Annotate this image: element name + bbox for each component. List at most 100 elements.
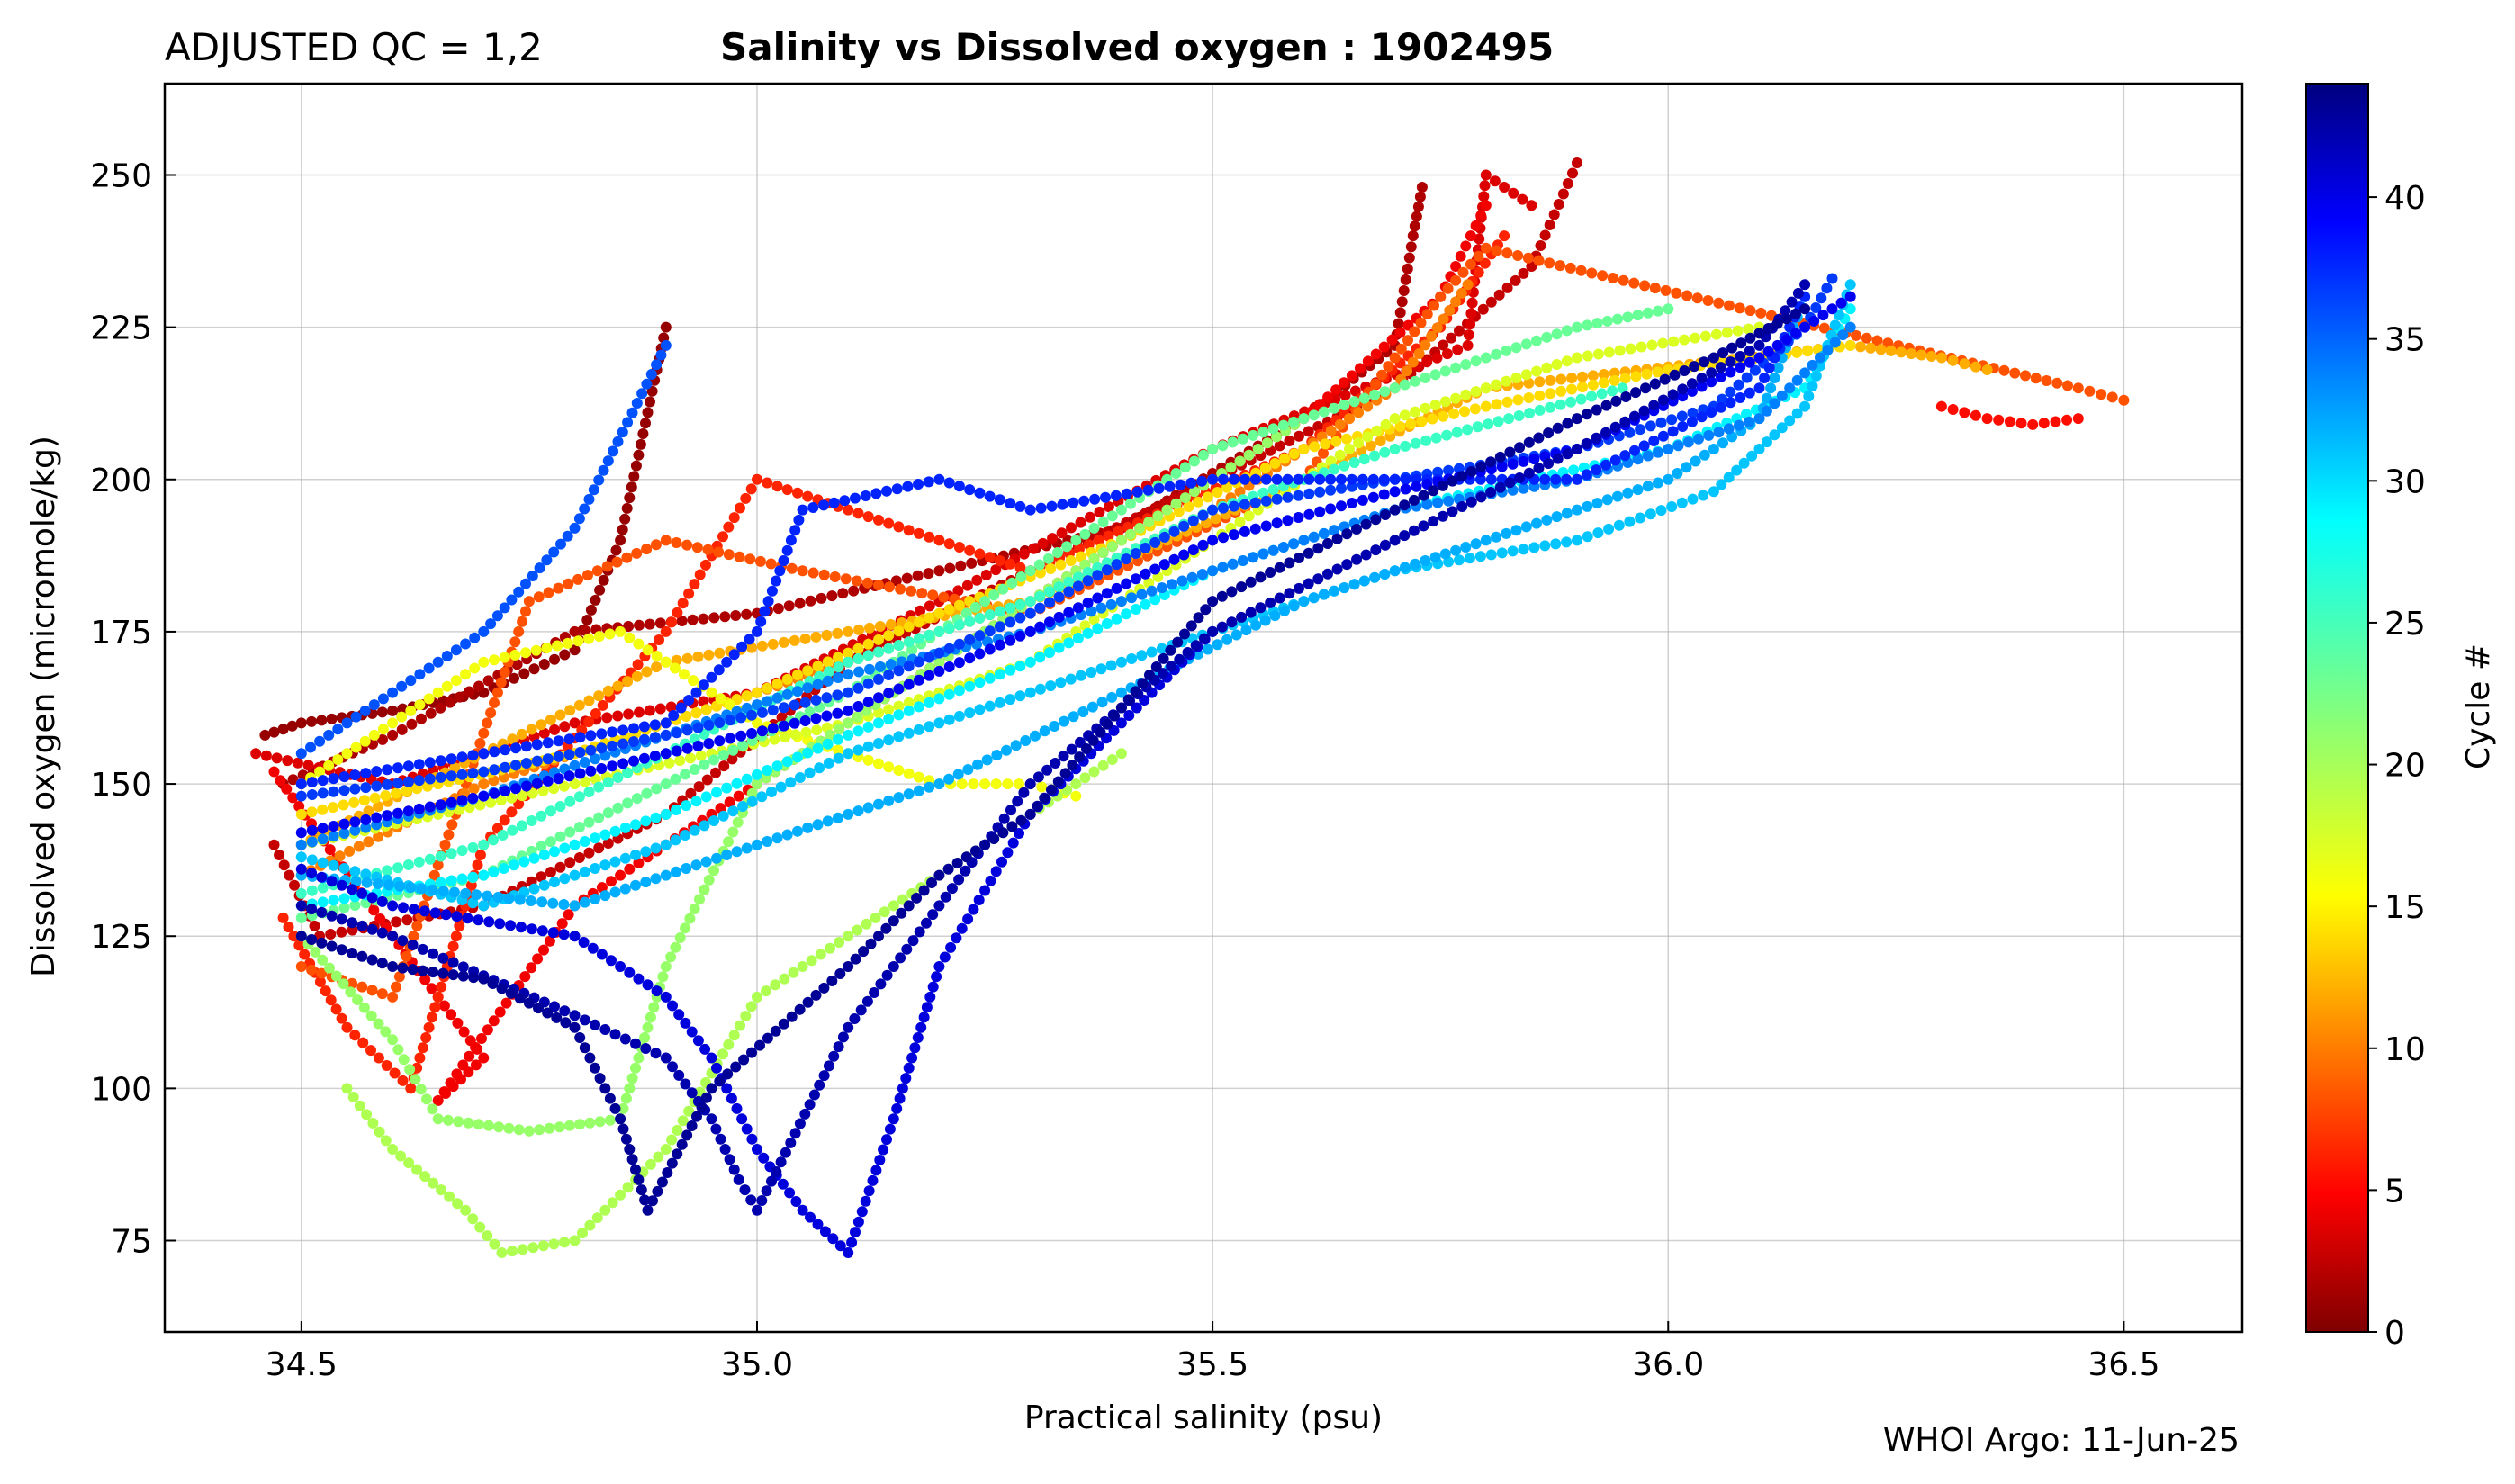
data-point — [598, 574, 609, 586]
data-point — [853, 624, 865, 635]
data-point — [660, 729, 672, 741]
data-point — [638, 721, 650, 733]
data-point — [1122, 694, 1134, 706]
data-point — [1465, 465, 1477, 477]
data-point — [771, 1166, 782, 1177]
data-point — [1322, 391, 1334, 403]
data-point — [897, 1083, 908, 1094]
data-point — [2061, 414, 2073, 426]
data-point — [1555, 385, 1567, 397]
data-point — [1058, 751, 1069, 762]
data-point — [896, 907, 907, 919]
data-point — [924, 600, 935, 612]
data-point — [1255, 602, 1267, 614]
data-point — [569, 778, 581, 790]
data-point — [1077, 706, 1089, 717]
data-point — [1166, 661, 1177, 672]
data-point — [913, 527, 924, 539]
data-point — [1761, 405, 1772, 417]
data-point — [1708, 486, 1719, 498]
data-point — [387, 991, 399, 1003]
data-point — [816, 592, 827, 604]
data-point — [474, 1221, 486, 1233]
data-point — [558, 899, 570, 910]
data-point — [700, 791, 712, 803]
data-point — [1810, 302, 1822, 313]
data-point — [1635, 424, 1646, 436]
data-point — [414, 1052, 426, 1064]
data-point — [885, 659, 897, 670]
data-point — [523, 997, 535, 1009]
data-point — [1063, 607, 1075, 618]
data-point — [563, 733, 575, 745]
data-point — [913, 674, 924, 686]
data-point — [684, 913, 696, 924]
data-point — [1629, 445, 1640, 456]
data-point — [1044, 586, 1055, 598]
data-point — [1353, 437, 1365, 449]
data-point — [1236, 611, 1248, 623]
data-point — [650, 812, 662, 823]
data-point — [1450, 362, 1462, 373]
data-point — [1002, 778, 1014, 790]
data-point — [610, 544, 622, 556]
data-point — [377, 733, 388, 745]
data-point — [1044, 647, 1055, 659]
data-point — [1572, 413, 1582, 425]
data-point — [843, 504, 854, 516]
data-point — [631, 398, 643, 409]
data-point — [946, 883, 958, 895]
data-point — [700, 704, 712, 715]
data-point — [924, 531, 935, 543]
data-point — [730, 610, 742, 621]
data-point — [1006, 821, 1018, 832]
data-point — [553, 773, 564, 785]
data-point — [903, 697, 915, 708]
data-point — [1587, 379, 1599, 391]
data-point — [671, 727, 682, 739]
data-point — [356, 950, 368, 962]
data-point — [792, 751, 803, 763]
data-point — [598, 464, 609, 476]
data-point — [752, 717, 762, 729]
data-point — [463, 1117, 474, 1129]
data-point — [1649, 283, 1661, 294]
data-point — [609, 825, 621, 837]
data-point — [1703, 429, 1715, 441]
data-point — [493, 1121, 505, 1133]
data-point — [912, 1032, 924, 1043]
data-point — [1041, 764, 1053, 776]
data-point — [462, 913, 473, 924]
data-point — [894, 1093, 906, 1104]
data-point — [762, 596, 774, 607]
data-point — [1369, 571, 1381, 583]
data-point — [786, 1011, 798, 1022]
data-point — [1998, 364, 2010, 376]
data-point — [660, 808, 672, 820]
data-point — [679, 669, 690, 680]
data-point — [902, 481, 914, 492]
data-point — [1015, 571, 1027, 582]
data-point — [1105, 598, 1117, 610]
data-point — [549, 724, 560, 735]
data-point — [1597, 270, 1609, 282]
data-point — [940, 891, 951, 903]
data-point — [1679, 365, 1690, 376]
data-point — [1478, 191, 1490, 202]
data-point — [1024, 656, 1036, 668]
data-point — [513, 1124, 525, 1136]
data-point — [1024, 596, 1036, 607]
data-point — [622, 417, 634, 428]
data-point — [1078, 495, 1090, 507]
data-point — [994, 669, 1005, 680]
data-point — [633, 973, 645, 985]
data-point — [1539, 473, 1551, 485]
data-point — [1183, 501, 1194, 512]
data-point — [1344, 444, 1355, 454]
data-point — [1706, 376, 1717, 388]
data-point — [1566, 383, 1578, 395]
data-point — [622, 1182, 634, 1193]
data-point — [745, 483, 757, 495]
data-point — [677, 598, 689, 609]
data-point — [1598, 369, 1609, 380]
